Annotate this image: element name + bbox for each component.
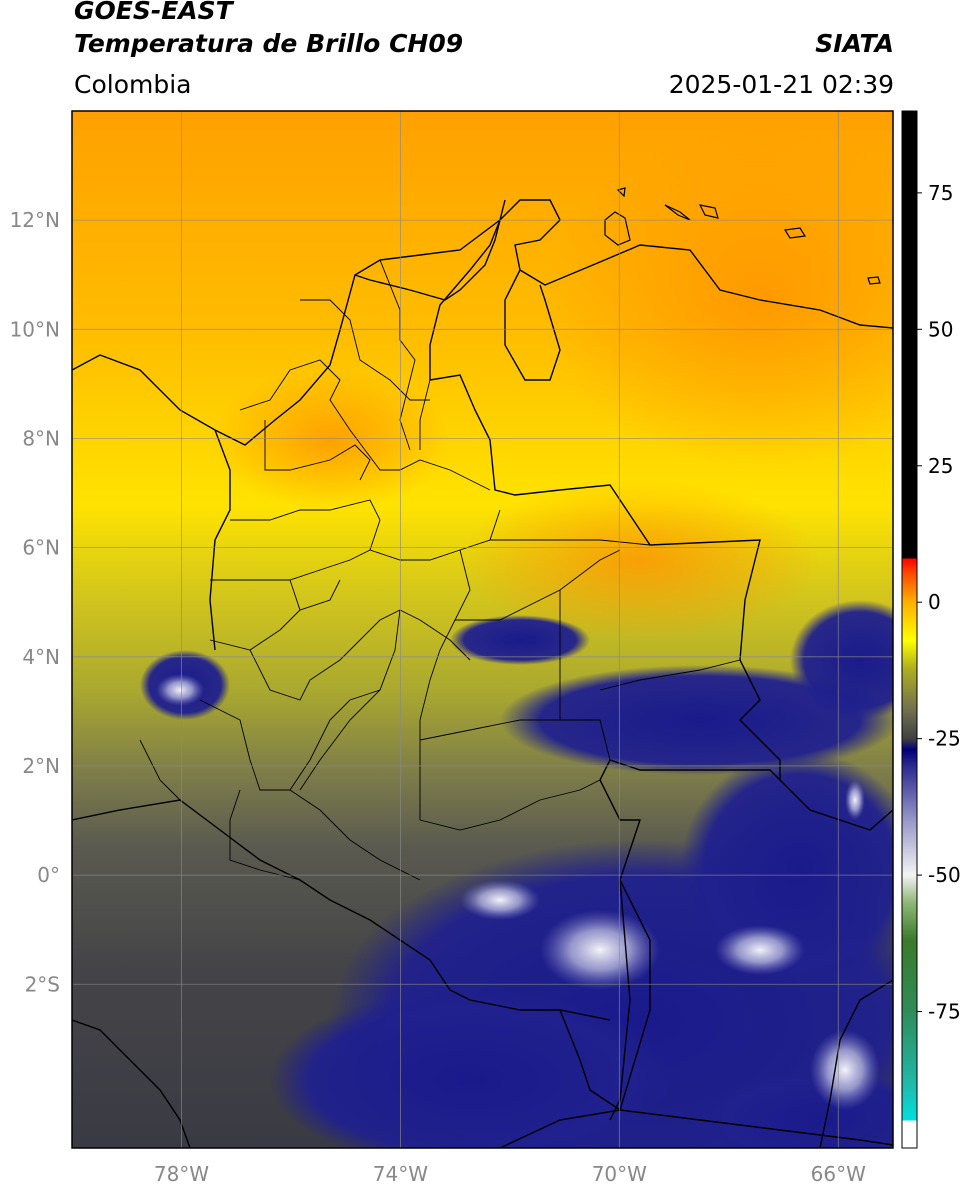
brand-label: SIATA bbox=[815, 29, 894, 58]
longitude-labels: 78°W 74°W 70°W 66°W bbox=[154, 1162, 866, 1186]
lon-tick-label: 74°W bbox=[373, 1162, 428, 1186]
cold-cloud-tops bbox=[156, 674, 880, 1110]
department-borders bbox=[139, 259, 741, 881]
datetime-label: 2025-01-21 02:39 bbox=[668, 70, 894, 99]
colorbar-frame bbox=[901, 110, 918, 1149]
colorbar-tick-label: 0 bbox=[928, 590, 941, 614]
lat-tick-label: 10°N bbox=[10, 317, 60, 341]
satellite-source-title: GOES-EAST bbox=[74, 0, 233, 25]
graticule bbox=[72, 111, 893, 1148]
lat-tick-label: 8°N bbox=[22, 426, 60, 450]
colorbar-tick-label: 75 bbox=[928, 181, 953, 205]
latitude-labels: 12°N 10°N 8°N 6°N 4°N 2°N 0° 2°S bbox=[10, 208, 60, 996]
colorbar-tick-label: -50 bbox=[928, 863, 961, 887]
lon-tick-label: 78°W bbox=[154, 1162, 209, 1186]
product-title: Temperatura de Brillo CH09 bbox=[74, 29, 464, 58]
map-plot-area bbox=[72, 111, 893, 1148]
warm-regions bbox=[210, 130, 893, 640]
region-label: Colombia bbox=[74, 70, 192, 99]
map-frame bbox=[71, 110, 894, 1149]
lon-tick-label: 66°W bbox=[811, 1162, 866, 1186]
colorbar-tick-label: -25 bbox=[928, 727, 961, 751]
colorbar-tick-label: -75 bbox=[928, 1000, 961, 1024]
colorbar bbox=[901, 110, 918, 1149]
lat-tick-label: 0° bbox=[37, 863, 60, 887]
colorbar-gradient bbox=[902, 111, 917, 1148]
lat-tick-label: 2°N bbox=[22, 754, 60, 778]
lon-tick-label: 70°W bbox=[592, 1162, 647, 1186]
colorbar-tick-label: 50 bbox=[928, 317, 953, 341]
colorbar-tick-label: 25 bbox=[928, 454, 953, 478]
lat-tick-label: 6°N bbox=[22, 536, 60, 560]
colorbar-ticks: 75 50 25 0 -25 -50 -75 bbox=[917, 181, 961, 1024]
lat-tick-label: 4°N bbox=[22, 645, 60, 669]
lat-tick-label: 12°N bbox=[10, 208, 60, 232]
lat-tick-label: 2°S bbox=[25, 972, 60, 996]
